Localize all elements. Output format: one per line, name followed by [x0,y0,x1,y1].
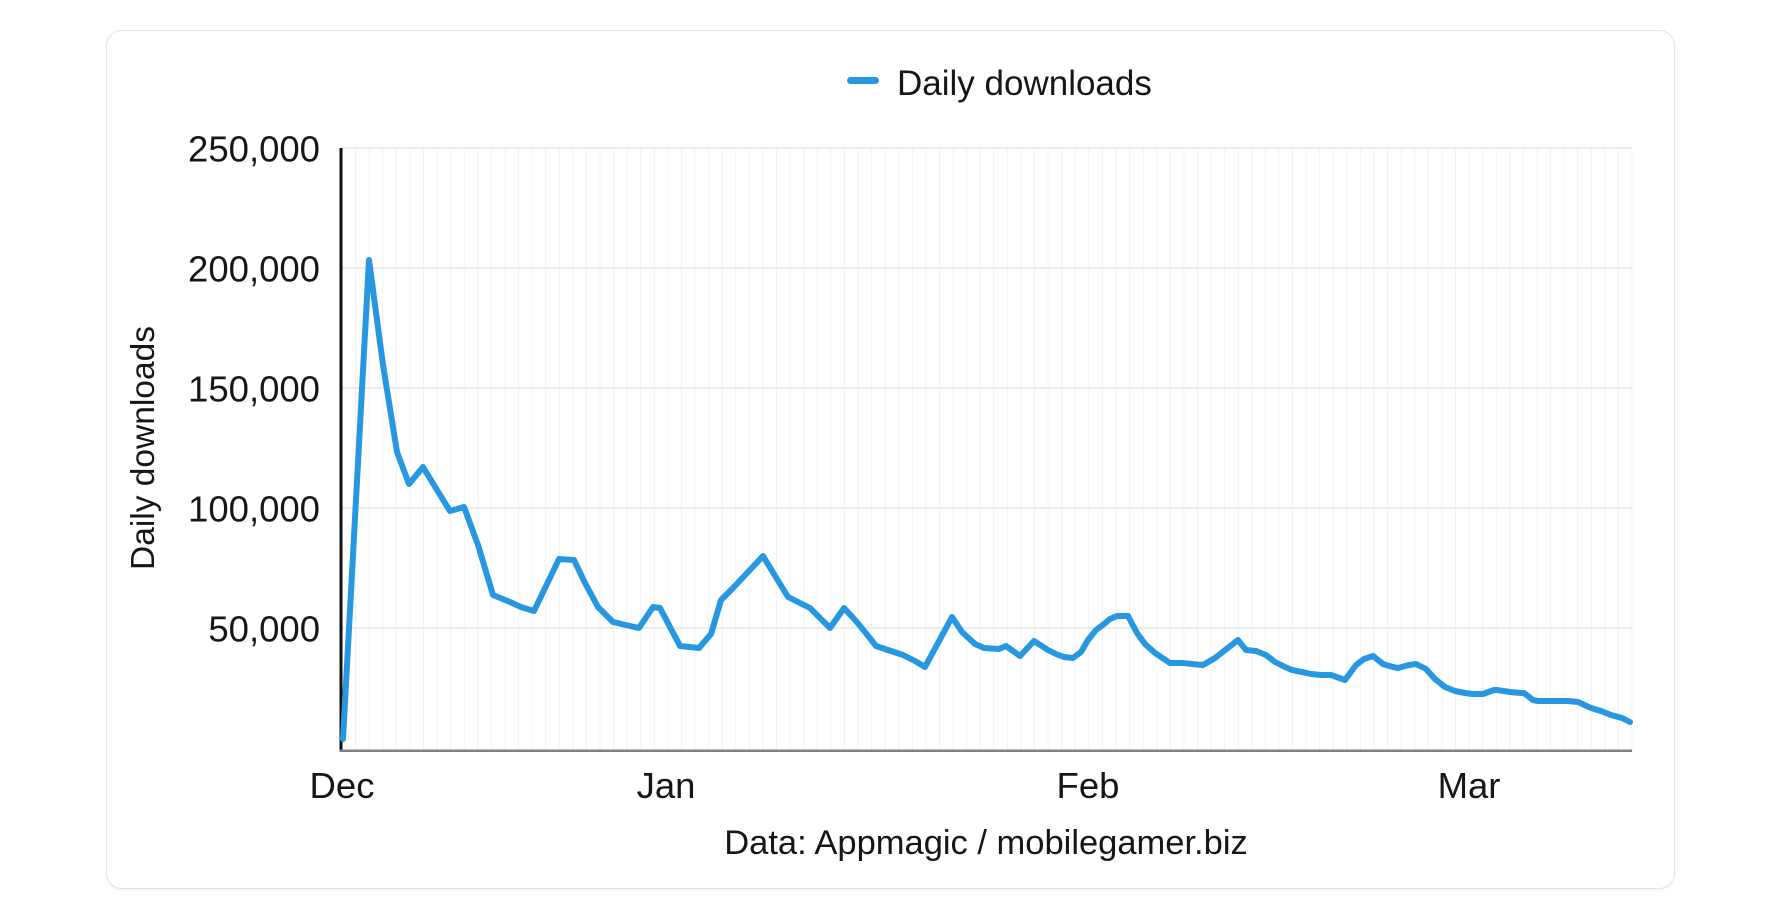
svg-text:Mar: Mar [1438,765,1501,806]
svg-text:150,000: 150,000 [188,369,320,410]
svg-text:Daily downloads: Daily downloads [897,64,1152,103]
svg-text:Data: Appmagic / mobilegamer.b: Data: Appmagic / mobilegamer.biz [724,824,1248,862]
svg-text:Feb: Feb [1057,765,1120,806]
svg-text:Dec: Dec [310,765,375,806]
svg-text:200,000: 200,000 [188,249,320,290]
svg-text:250,000: 250,000 [188,129,320,170]
svg-text:Daily downloads: Daily downloads [125,326,162,570]
svg-text:Jan: Jan [637,765,696,806]
svg-text:100,000: 100,000 [188,489,320,530]
svg-text:50,000: 50,000 [208,609,320,650]
